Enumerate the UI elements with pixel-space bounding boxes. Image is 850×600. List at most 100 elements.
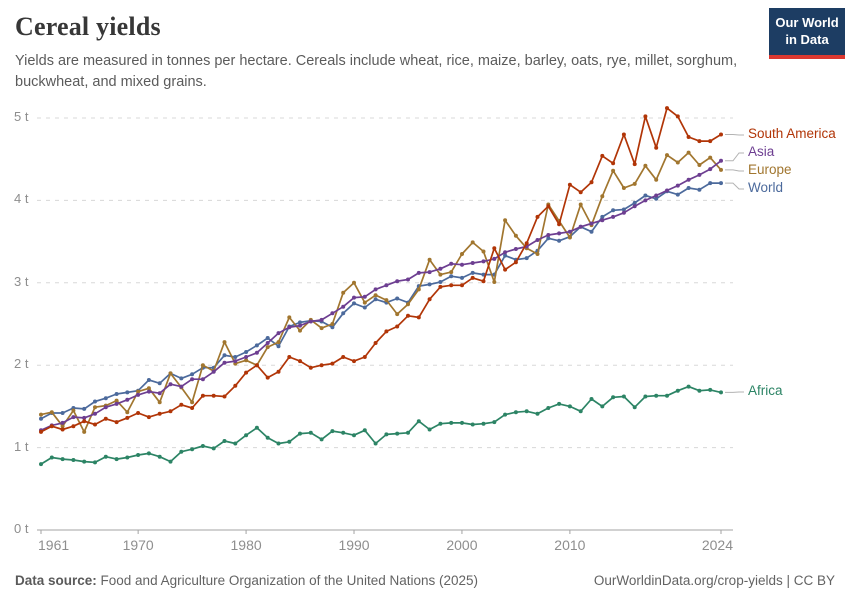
series-line-south-america[interactable] xyxy=(40,107,722,433)
data-point[interactable] xyxy=(287,439,292,444)
data-point[interactable] xyxy=(93,411,97,416)
data-point[interactable] xyxy=(276,331,281,336)
data-point[interactable] xyxy=(222,353,227,358)
data-point[interactable] xyxy=(513,247,518,251)
data-point[interactable] xyxy=(460,252,464,256)
data-point[interactable] xyxy=(373,341,378,345)
data-point[interactable] xyxy=(49,410,54,415)
data-point[interactable] xyxy=(621,394,626,399)
data-point[interactable] xyxy=(71,415,76,420)
data-point[interactable] xyxy=(298,328,302,333)
data-point[interactable] xyxy=(675,388,680,393)
series-label-south-america[interactable]: South America xyxy=(748,126,836,141)
data-point[interactable] xyxy=(287,315,292,320)
data-point[interactable] xyxy=(654,177,659,182)
data-point[interactable] xyxy=(503,267,508,272)
data-point[interactable] xyxy=(157,411,162,416)
data-point[interactable] xyxy=(254,350,259,355)
data-point[interactable] xyxy=(535,238,540,242)
data-point[interactable] xyxy=(330,429,335,434)
data-point[interactable] xyxy=(125,397,130,402)
data-point[interactable] xyxy=(675,114,680,119)
data-point[interactable] xyxy=(492,420,497,425)
data-point[interactable] xyxy=(244,355,249,359)
data-point[interactable] xyxy=(600,218,605,223)
data-point[interactable] xyxy=(708,167,713,172)
data-point[interactable] xyxy=(362,305,367,310)
data-point[interactable] xyxy=(222,360,227,365)
data-point[interactable] xyxy=(330,311,335,316)
data-point[interactable] xyxy=(319,437,324,442)
data-point[interactable] xyxy=(654,393,659,398)
data-point[interactable] xyxy=(39,429,43,434)
data-point[interactable] xyxy=(567,235,572,240)
data-point[interactable] xyxy=(643,193,648,198)
data-point[interactable] xyxy=(503,253,508,258)
data-point[interactable] xyxy=(82,429,87,434)
data-point[interactable] xyxy=(362,294,367,299)
data-point[interactable] xyxy=(308,365,313,370)
data-point[interactable] xyxy=(643,394,648,399)
data-point[interactable] xyxy=(319,363,324,368)
data-point[interactable] xyxy=(49,455,54,460)
data-point[interactable] xyxy=(611,161,616,166)
data-point[interactable] xyxy=(330,322,335,326)
data-point[interactable] xyxy=(416,270,421,275)
data-point[interactable] xyxy=(632,200,637,205)
data-point[interactable] xyxy=(60,424,65,429)
data-point[interactable] xyxy=(39,462,43,467)
data-point[interactable] xyxy=(427,257,432,262)
data-point[interactable] xyxy=(298,359,302,364)
data-point[interactable] xyxy=(675,192,680,197)
data-point[interactable] xyxy=(93,460,97,465)
data-point[interactable] xyxy=(535,411,540,416)
data-point[interactable] xyxy=(60,411,65,415)
data-point[interactable] xyxy=(200,363,205,368)
data-point[interactable] xyxy=(643,198,648,203)
data-point[interactable] xyxy=(546,406,551,410)
data-point[interactable] xyxy=(697,172,702,177)
data-point[interactable] xyxy=(481,249,486,254)
data-point[interactable] xyxy=(157,400,162,405)
data-point[interactable] xyxy=(298,431,302,436)
data-point[interactable] xyxy=(665,188,669,193)
data-point[interactable] xyxy=(373,297,378,302)
data-point[interactable] xyxy=(546,204,551,209)
data-point[interactable] xyxy=(82,415,87,420)
data-point[interactable] xyxy=(470,270,475,275)
data-point[interactable] xyxy=(567,229,572,234)
data-point[interactable] xyxy=(567,404,572,409)
data-point[interactable] xyxy=(395,312,400,317)
data-point[interactable] xyxy=(93,422,97,427)
series-label-europe[interactable]: Europe xyxy=(748,162,792,177)
data-point[interactable] xyxy=(211,369,216,374)
data-point[interactable] xyxy=(200,377,205,382)
data-point[interactable] xyxy=(352,280,356,285)
footer-link[interactable]: OurWorldinData.org/crop-yields xyxy=(593,573,783,588)
data-point[interactable] xyxy=(125,415,130,420)
data-point[interactable] xyxy=(492,280,497,284)
owid-logo[interactable]: Our World in Data xyxy=(769,8,845,59)
data-point[interactable] xyxy=(611,214,616,219)
data-point[interactable] xyxy=(146,389,151,394)
data-point[interactable] xyxy=(222,439,227,443)
data-point[interactable] xyxy=(535,214,540,219)
series-line-asia[interactable] xyxy=(40,160,722,432)
data-point[interactable] xyxy=(600,153,605,158)
data-point[interactable] xyxy=(557,401,562,406)
data-point[interactable] xyxy=(233,441,238,446)
data-point[interactable] xyxy=(503,218,508,223)
data-point[interactable] xyxy=(157,381,162,386)
data-point[interactable] xyxy=(589,180,594,185)
data-point[interactable] xyxy=(60,427,65,432)
data-point[interactable] xyxy=(492,256,497,261)
data-point[interactable] xyxy=(82,406,87,411)
data-point[interactable] xyxy=(254,343,259,348)
data-point[interactable] xyxy=(406,277,410,282)
data-point[interactable] xyxy=(157,454,162,459)
data-point[interactable] xyxy=(395,279,400,284)
data-point[interactable] xyxy=(341,355,346,359)
data-point[interactable] xyxy=(93,399,97,404)
data-point[interactable] xyxy=(319,317,324,322)
data-point[interactable] xyxy=(611,168,616,173)
